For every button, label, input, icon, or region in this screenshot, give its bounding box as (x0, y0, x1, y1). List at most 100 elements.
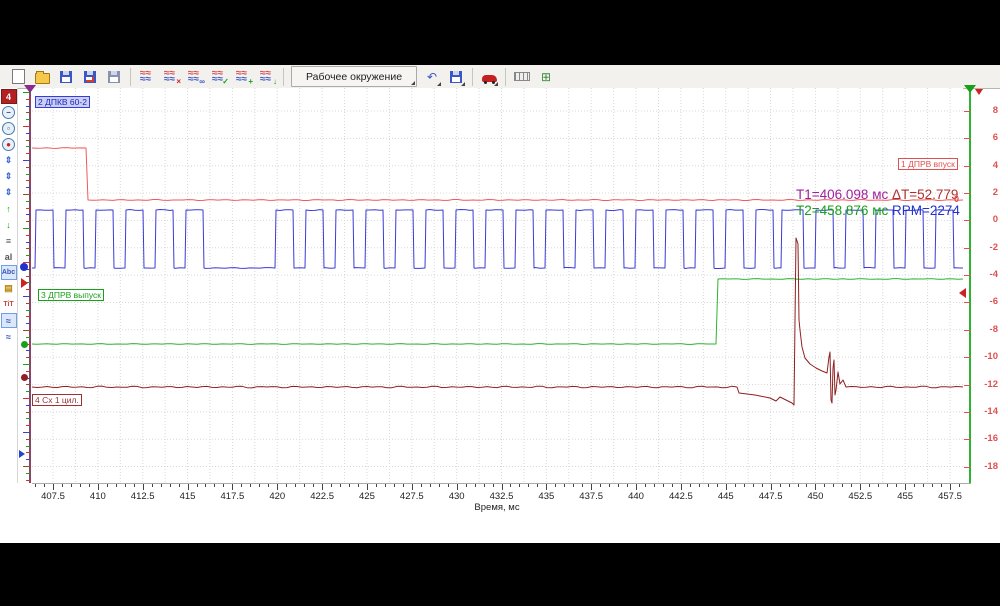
channel-1-label[interactable]: 1 ДПРВ впуск (898, 158, 958, 170)
waveform-add-icon[interactable]: ≈≈ ≈≈ + (232, 66, 254, 88)
labels-abc-button[interactable]: Abc (0, 265, 17, 280)
car-icon[interactable] (478, 66, 500, 88)
x-tick (618, 483, 620, 487)
x-tick (680, 483, 682, 490)
ruler-icon[interactable] (511, 66, 533, 88)
x-tick (241, 483, 243, 487)
channel-4-button[interactable]: 4 (0, 89, 17, 104)
x-tick-label: 407.5 (41, 491, 65, 502)
x-tick (160, 483, 162, 487)
zoom-in-icon[interactable]: ● (1, 137, 17, 152)
move-down-icon[interactable]: ↓ (6, 219, 11, 230)
save-as-icon[interactable] (79, 66, 101, 88)
sort-icon[interactable]: al (4, 251, 13, 262)
trace-1 ДПРВ впуск (32, 147, 963, 201)
ruler-glyph (514, 72, 530, 81)
grid-icon[interactable]: ⊞ (535, 66, 557, 88)
x-tick (411, 483, 413, 490)
x-tick (124, 483, 126, 487)
x-tick (295, 483, 297, 487)
waves-glyph: ≈≈ ≈≈ ∞ (188, 67, 205, 86)
x-tick (519, 483, 521, 487)
time-labels-icon[interactable]: TiT (3, 301, 14, 308)
waveform-open-icon[interactable]: ≈≈ ≈≈ (136, 66, 158, 88)
waveform-link-icon[interactable]: ≈≈ ≈≈ ∞ (184, 66, 206, 88)
scroll-down-icon[interactable]: ⇕ (4, 187, 13, 197)
x-tick-label: 420 (269, 491, 286, 502)
x-tick-label: 412.5 (130, 491, 155, 502)
x-tick (447, 483, 449, 487)
x-tick-label: 417.5 (220, 491, 245, 502)
toolbar-separator (472, 67, 473, 86)
x-tick (196, 483, 198, 487)
x-tick (169, 483, 171, 487)
x-tick (420, 483, 422, 487)
undo-icon[interactable]: ↶ (421, 66, 443, 88)
channel-3-label[interactable]: 3 ДПРВ выпуск (38, 289, 105, 301)
channel-settings-icon[interactable]: ▤ (4, 283, 13, 293)
x-tick (456, 483, 458, 490)
x-tick (528, 483, 530, 487)
waves-glyph: ≈≈ ≈≈ ✓ (212, 67, 229, 86)
waveform-close-icon[interactable]: ≈≈ ≈≈ × (160, 66, 182, 88)
zoom-out-icon[interactable]: − (1, 105, 17, 120)
x-tick (79, 483, 81, 487)
t1-cursor-ruler[interactable] (29, 88, 31, 490)
x-tick (851, 483, 853, 487)
new-file-icon[interactable] (7, 66, 29, 88)
zoom-window-icon[interactable]: ▫ (1, 121, 17, 136)
x-tick (250, 483, 252, 487)
waves-glyph: ≈≈ ≈≈ (140, 67, 151, 85)
x-tick (698, 483, 700, 487)
x-tick (725, 483, 727, 490)
x-tick (671, 483, 673, 487)
toolbar-separator (283, 67, 284, 86)
channel-2-label[interactable]: 2 ДПКВ 60-2 (35, 96, 90, 108)
x-tick (905, 483, 907, 490)
plot-bottom-border (32, 483, 971, 484)
x-tick (707, 483, 709, 487)
scroll-up-icon[interactable]: ⇕ (4, 155, 13, 165)
waveform-alt-button[interactable]: ≈ (6, 331, 11, 342)
toolbar-separator (505, 67, 506, 86)
x-tick (573, 483, 575, 487)
x-tick (555, 483, 557, 487)
x-tick-label: 455 (897, 491, 914, 502)
save-icon[interactable] (55, 66, 77, 88)
move-up-icon[interactable]: ↑ (6, 203, 11, 214)
x-tick (438, 483, 440, 487)
x-tick (88, 483, 90, 487)
x-tick (662, 483, 664, 487)
x-tick (645, 483, 647, 487)
floppy-glyph (108, 70, 120, 83)
x-tick (277, 483, 279, 490)
save-session-icon[interactable] (445, 66, 467, 88)
x-tick (950, 483, 951, 490)
x-tick (223, 483, 225, 487)
save-all-icon[interactable] (103, 66, 125, 88)
x-tick (340, 483, 342, 487)
waveform-canvas[interactable]: T1=406.098 мс ΔT=52.779 мс T2=458.876 мс… (32, 88, 963, 483)
floppy-glyph (60, 70, 72, 83)
x-tick-label: 457.5 (938, 491, 962, 502)
waveform-export-icon[interactable]: ≈≈ ≈≈ ↓ (256, 66, 278, 88)
workspace-combo[interactable]: Рабочее окружение (291, 66, 417, 87)
waveform-accept-icon[interactable]: ≈≈ ≈≈ ✓ (208, 66, 230, 88)
open-file-icon[interactable] (31, 66, 53, 88)
rpm-value: RPM=2274 об/мин (892, 203, 963, 218)
waveform-view-button[interactable]: ≈ (0, 313, 17, 328)
list-icon[interactable]: ≡ (5, 235, 12, 246)
x-tick-label: 415 (179, 491, 196, 502)
t2-cursor-ruler[interactable] (969, 88, 971, 492)
x-tick (187, 483, 189, 490)
scroll-center-icon[interactable]: ⇕ (4, 171, 13, 181)
x-tick (743, 483, 745, 487)
x-axis: Время, мс 407.5 410 412.5 415 417.5 420 422.5 4… (0, 483, 1000, 513)
x-tick (600, 483, 602, 487)
x-tick-label: 440 (628, 491, 644, 502)
x-tick (151, 483, 153, 487)
x-tick (313, 483, 315, 487)
x-tick (833, 483, 835, 487)
x-tick (878, 483, 880, 487)
channel-4-label[interactable]: 4 Сх 1 цил. (32, 394, 82, 406)
